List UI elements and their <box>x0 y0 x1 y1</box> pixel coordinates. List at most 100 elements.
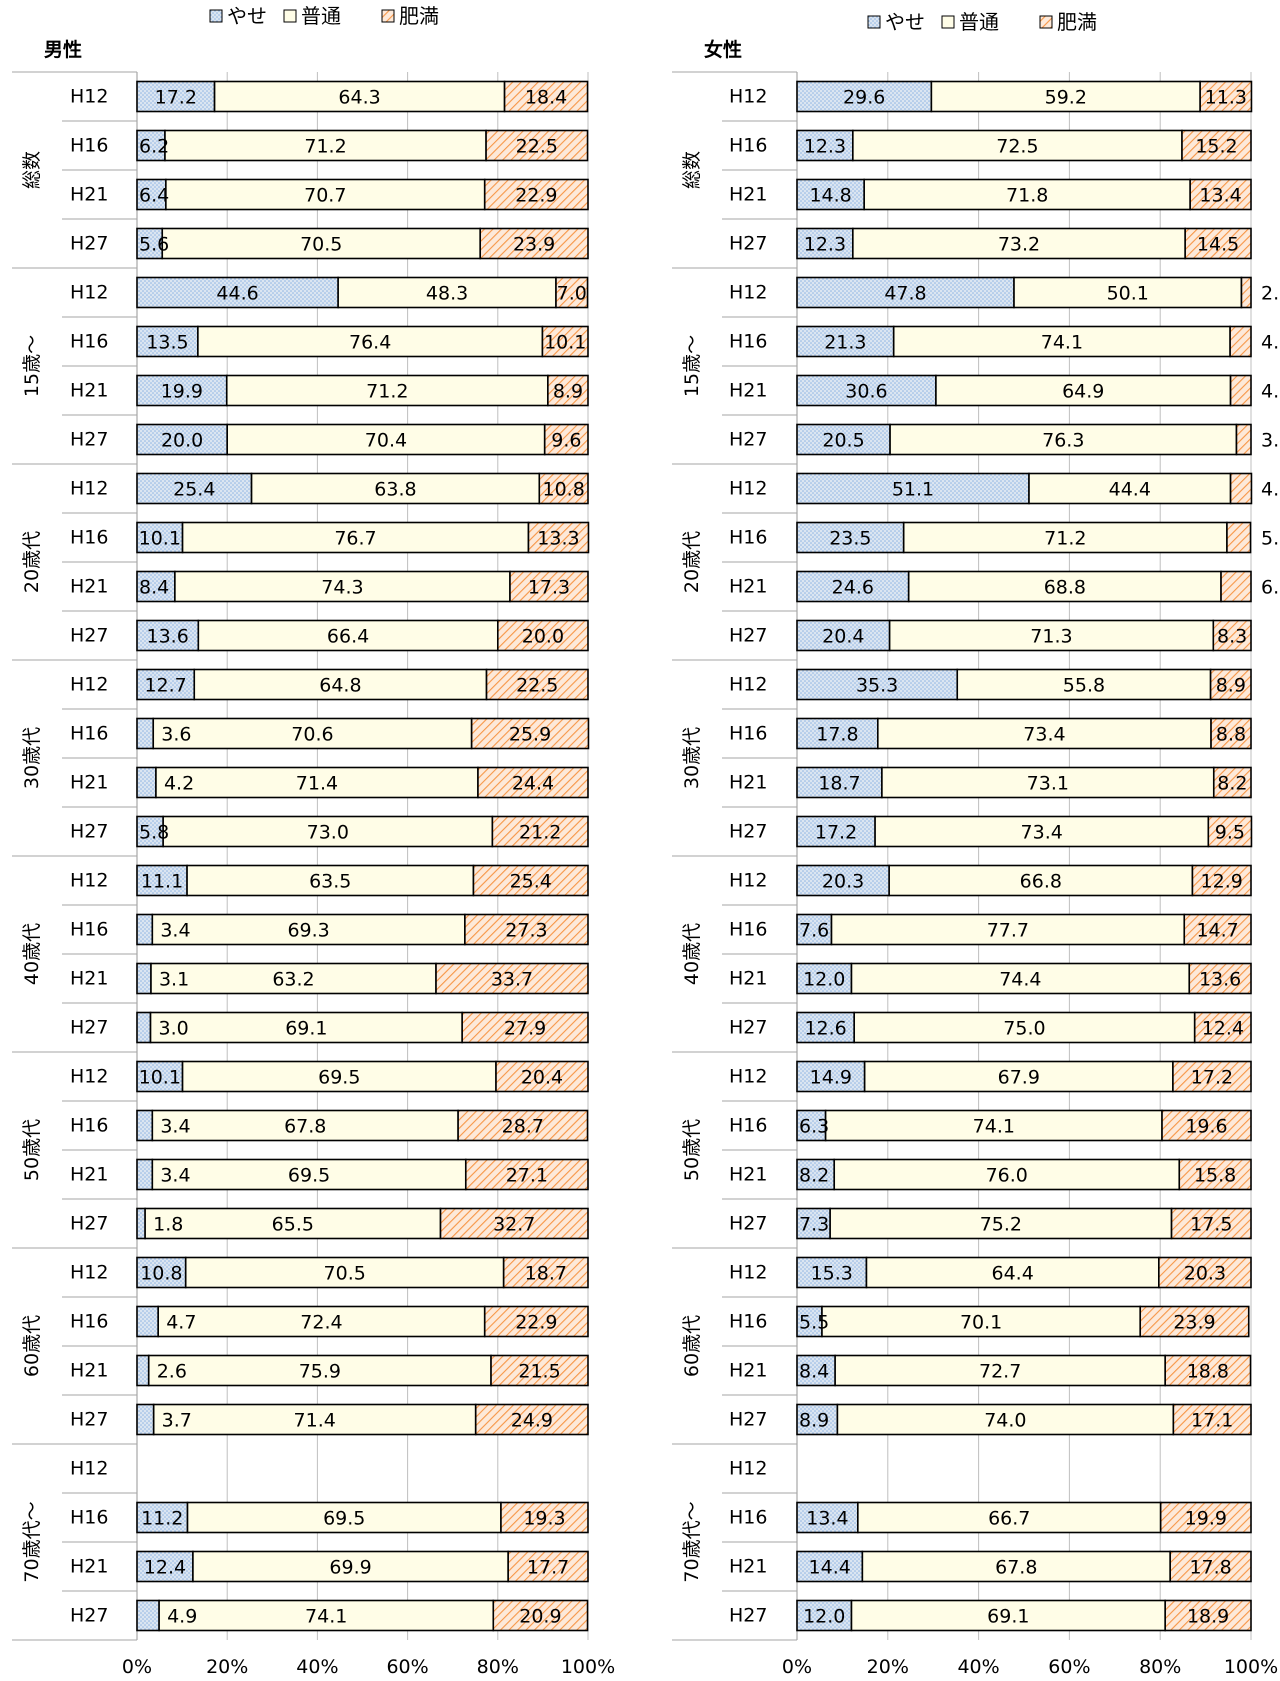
female-bar-futsu <box>861 1550 1171 1583</box>
male-year-label: H21 <box>70 1164 108 1186</box>
female-bar-yase <box>796 276 1015 309</box>
male-value-label-futsu: 48.3 <box>426 283 468 305</box>
female-value-label-yase: 7.6 <box>799 920 829 942</box>
male-year-label: H27 <box>70 233 108 255</box>
female-value-label-yase: 29.6 <box>843 87 885 109</box>
female-bar-yase <box>796 521 905 554</box>
male-value-label-himan: 33.7 <box>491 969 533 991</box>
female-bar-himan <box>1240 276 1252 309</box>
female-year-label: H21 <box>729 968 767 990</box>
female-bar-himan <box>1212 766 1252 799</box>
female-legend-label-yase: やせ <box>885 10 925 34</box>
female-value-label-yase: 17.8 <box>816 724 858 746</box>
female-year-label: H21 <box>729 1164 767 1186</box>
female-bar-futsu <box>865 1256 1160 1289</box>
female-bar-himan <box>1164 1354 1252 1387</box>
male-value-label-himan: 25.9 <box>509 724 551 746</box>
female-value-label-yase: 12.3 <box>804 234 846 256</box>
male-bar-futsu <box>151 1109 459 1142</box>
male-bar-yase <box>136 1060 184 1093</box>
female-value-label-himan: 13.6 <box>1199 969 1241 991</box>
male-value-label-yase: 11.1 <box>141 871 183 893</box>
female-x-tick-label: 80% <box>1139 1656 1181 1678</box>
female-value-label-futsu: 64.4 <box>991 1263 1033 1285</box>
female-value-label-futsu: 66.8 <box>1020 871 1062 893</box>
female-value-label-futsu: 74.4 <box>999 969 1041 991</box>
female-bar-himan <box>1181 129 1252 162</box>
male-x-tick-label: 40% <box>296 1656 338 1678</box>
female-value-label-futsu: 77.7 <box>987 920 1029 942</box>
male-value-label-yase: 25.4 <box>173 479 215 501</box>
female-bar-yase <box>796 766 883 799</box>
female-group-label: 50歳代 <box>681 1119 703 1181</box>
female-bar-futsu <box>907 570 1222 603</box>
male-bar-himan <box>485 668 589 701</box>
male-value-label-yase: 44.6 <box>216 283 258 305</box>
male-bar-himan <box>464 913 589 946</box>
male-x-tick-label: 0% <box>122 1656 152 1678</box>
male-value-label-himan: 18.4 <box>525 87 567 109</box>
male-value-label-futsu: 74.1 <box>305 1606 347 1628</box>
female-value-label-futsu: 75.2 <box>980 1214 1022 1236</box>
female-bar-futsu <box>850 1599 1166 1632</box>
female-bar-yase <box>796 619 891 652</box>
male-bar-futsu <box>152 717 473 750</box>
female-value-label-himan: 17.5 <box>1190 1214 1232 1236</box>
female-value-label-himan: 14.5 <box>1197 234 1239 256</box>
male-group-label: 50歳代 <box>21 1119 43 1181</box>
female-value-label-himan: 12.9 <box>1201 871 1243 893</box>
male-bar-futsu <box>174 570 511 603</box>
male-value-label-futsu: 63.2 <box>272 969 314 991</box>
female-value-label-futsu: 72.5 <box>996 136 1038 158</box>
male-value-label-yase: 20.0 <box>161 430 203 452</box>
male-x-tick-label: 20% <box>206 1656 248 1678</box>
female-bar-yase <box>796 1011 856 1044</box>
female-value-label-himan: 12.4 <box>1202 1018 1244 1040</box>
male-value-label-futsu: 72.4 <box>300 1312 342 1334</box>
male-value-label-himan: 22.5 <box>516 675 558 697</box>
female-value-label-yase: 5.5 <box>799 1312 829 1334</box>
male-bar-himan <box>509 570 589 603</box>
male-value-label-yase: 3.0 <box>159 1018 189 1040</box>
female-value-label-himan: 17.2 <box>1191 1067 1233 1089</box>
male-value-label-futsu: 76.7 <box>334 528 376 550</box>
male-value-label-himan: 8.9 <box>553 381 583 403</box>
male-bar-futsu <box>152 1403 477 1436</box>
male-value-label-futsu: 73.0 <box>307 822 349 844</box>
female-bar-futsu <box>888 619 1215 652</box>
male-bar-futsu <box>181 521 530 554</box>
female-bar-yase <box>796 178 865 211</box>
female-bar-himan <box>1159 1501 1252 1534</box>
male-value-label-himan: 17.3 <box>528 577 570 599</box>
female-value-label-himan: 20.3 <box>1184 1263 1226 1285</box>
female-bar-futsu <box>852 129 1183 162</box>
male-bar-himan <box>543 423 589 456</box>
female-value-label-futsu: 44.4 <box>1109 479 1151 501</box>
female-bar-futsu <box>930 80 1201 113</box>
female-legend-swatch-futsu <box>941 15 955 29</box>
male-legend-swatch-futsu <box>283 9 297 23</box>
male-bar-futsu <box>151 1158 467 1191</box>
male-bar-himan <box>464 1158 589 1191</box>
male-value-label-yase: 6.2 <box>139 136 169 158</box>
male-year-label: H12 <box>70 86 108 108</box>
female-value-label-yase: 20.3 <box>822 871 864 893</box>
female-bar-futsu <box>850 962 1191 995</box>
male-bar-himan <box>502 1256 589 1289</box>
female-value-label-yase: 20.5 <box>822 430 864 452</box>
male-bar-himan <box>439 1207 589 1240</box>
female-value-label-futsu: 73.2 <box>998 234 1040 256</box>
male-value-label-himan: 10.8 <box>542 479 584 501</box>
female-bar-himan <box>1212 619 1252 652</box>
female-value-label-futsu: 50.1 <box>1107 283 1149 305</box>
female-bar-himan <box>1229 374 1252 407</box>
male-year-label: H16 <box>70 527 108 549</box>
female-value-label-yase: 21.3 <box>824 332 866 354</box>
female-x-tick-label: 60% <box>1048 1656 1090 1678</box>
male-bar-futsu <box>151 913 466 946</box>
female-x-tick-label: 40% <box>957 1656 999 1678</box>
male-bar-himan <box>435 962 589 995</box>
male-value-label-himan: 21.5 <box>518 1361 560 1383</box>
female-bar-futsu <box>853 1011 1196 1044</box>
female-year-label: H21 <box>729 1556 767 1578</box>
